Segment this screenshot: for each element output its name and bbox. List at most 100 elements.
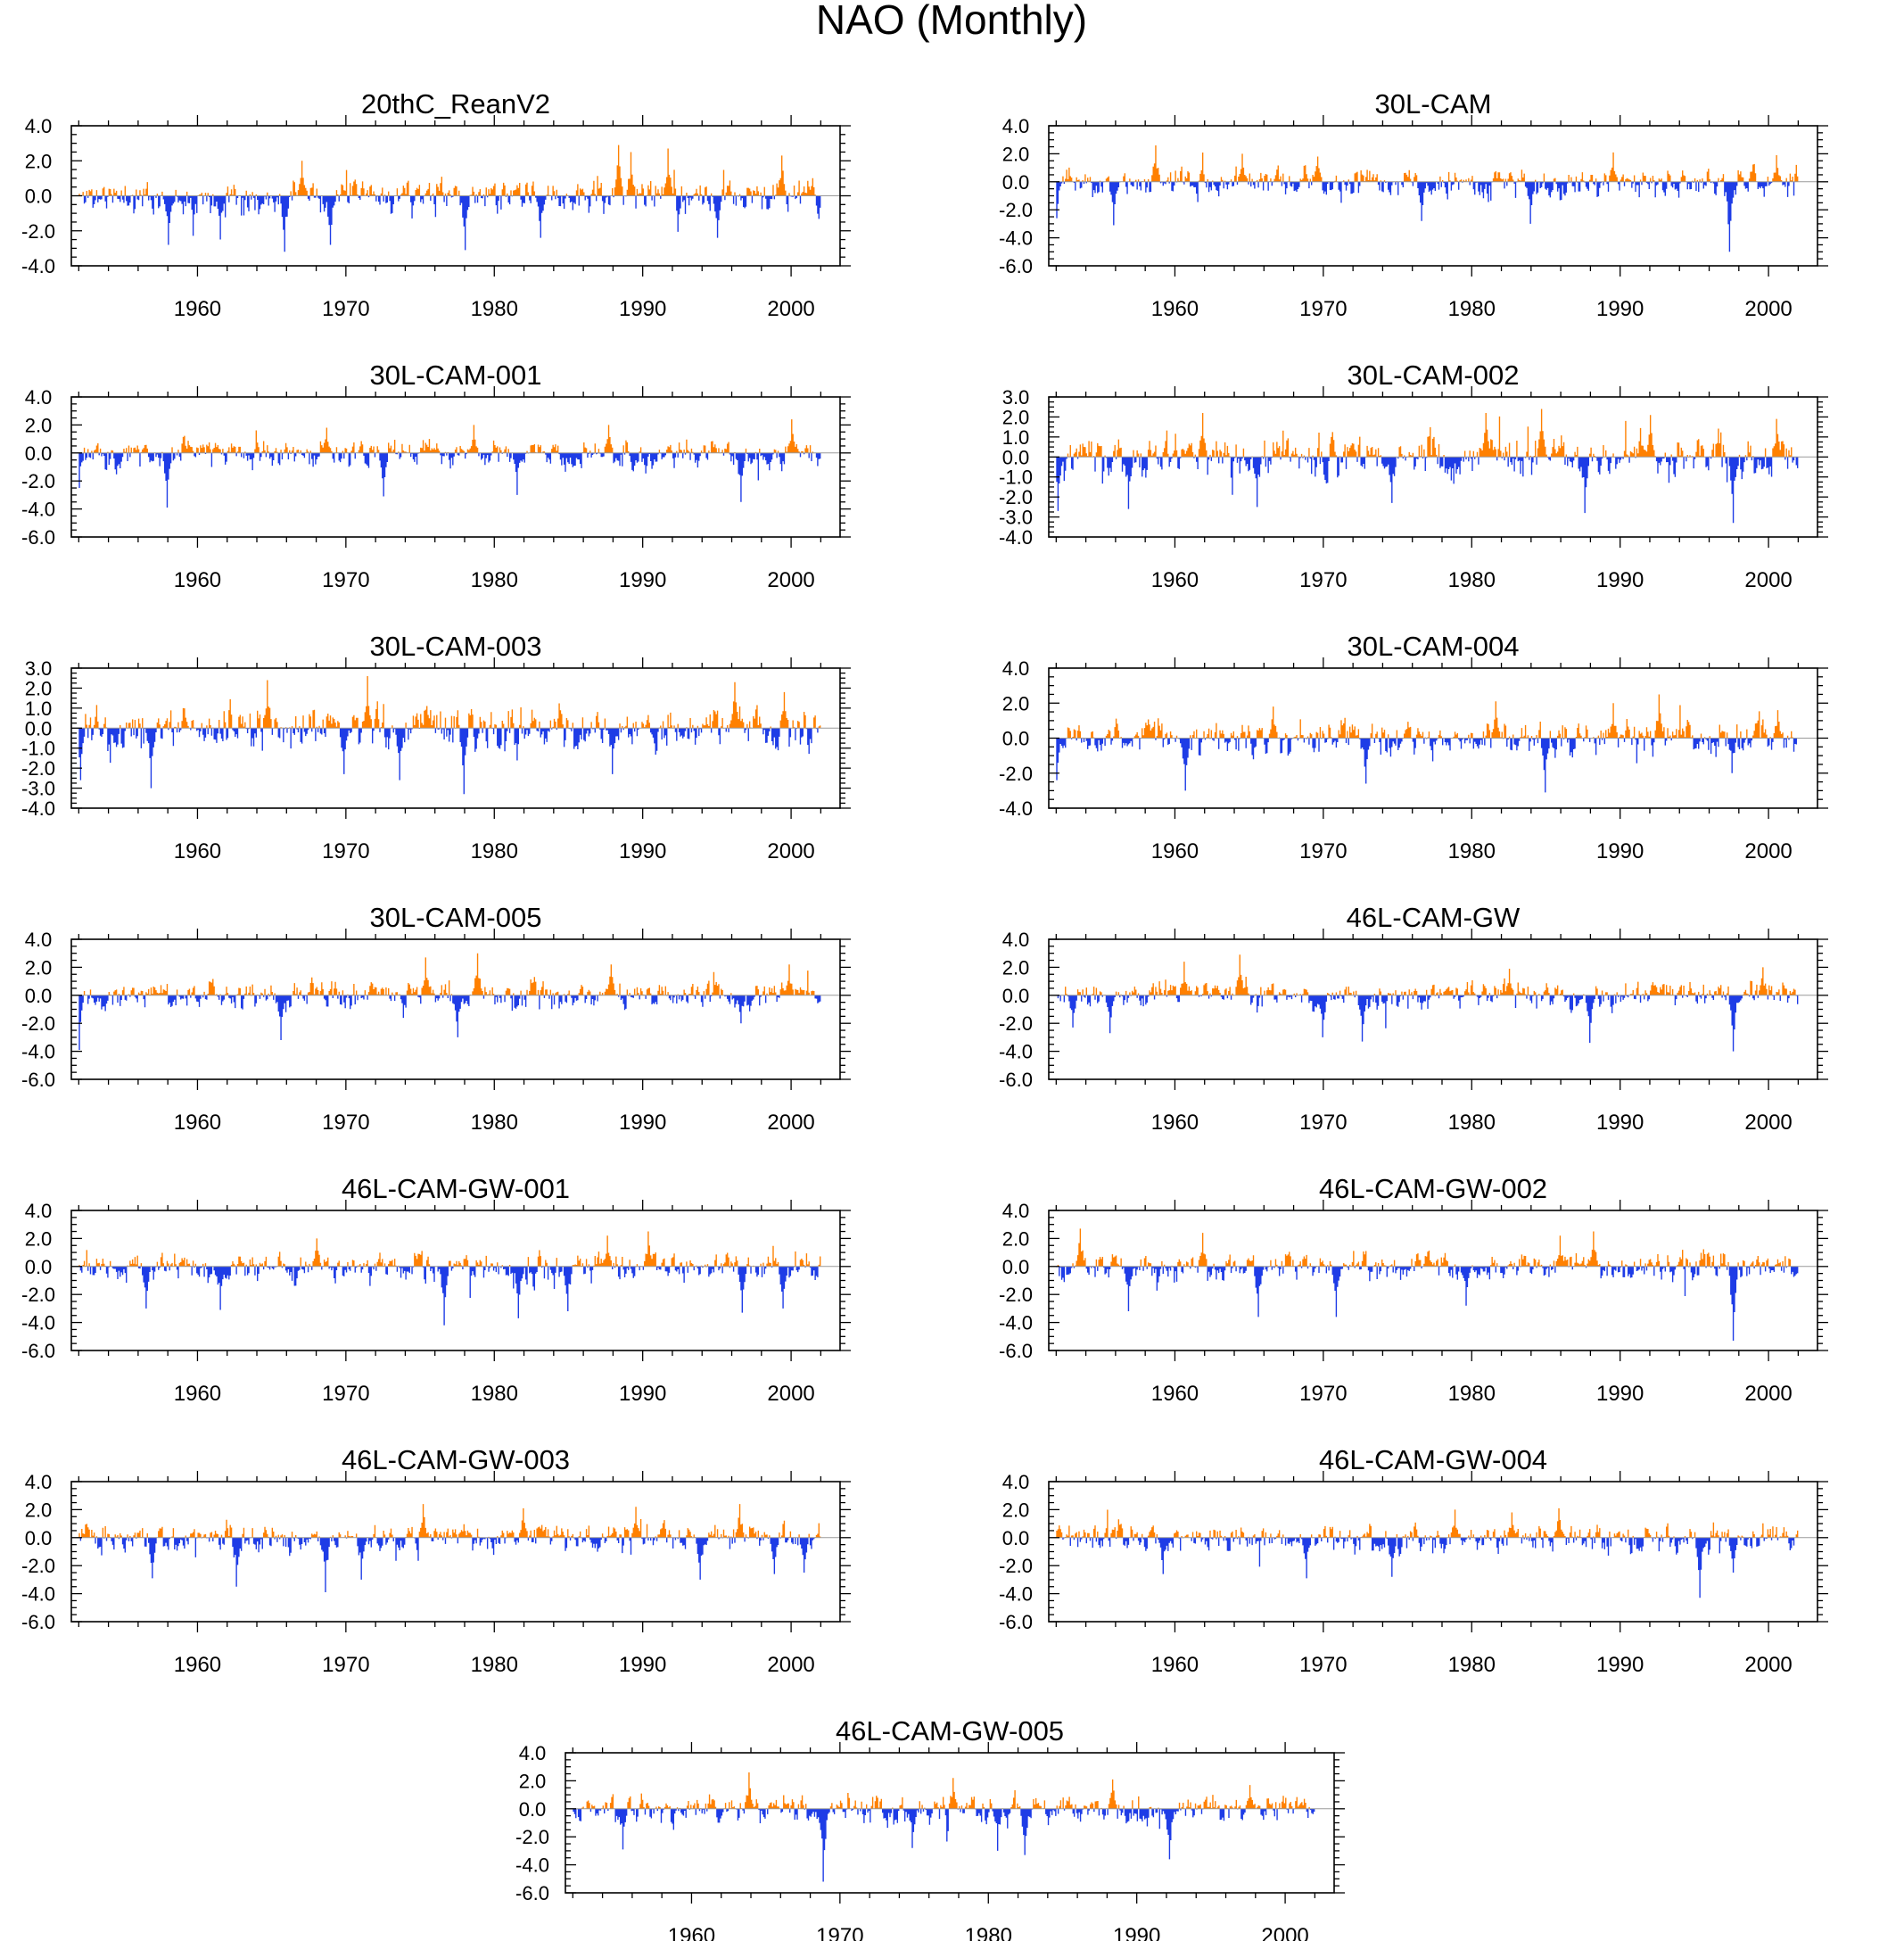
x-tick-label: 1990 [619, 839, 666, 863]
x-tick-label: 1980 [1448, 1653, 1496, 1677]
positive-bars [78, 1504, 821, 1538]
y-tick-label: -2.0 [999, 199, 1033, 221]
positive-bars [83, 419, 814, 453]
y-tick-label: -6.0 [999, 1340, 1033, 1362]
positive-bars [1062, 145, 1799, 182]
y-tick-label: -1.0 [21, 738, 55, 760]
x-tick-label: 2000 [1261, 1924, 1308, 1941]
y-tick-label: 2.0 [1002, 1499, 1030, 1521]
y-tick-label: 2.0 [1002, 692, 1030, 714]
panel-3: 30L-CAM-001 4.0 2.0 0.0 -2.0 -4.0 -6.0 1960 1970… [21, 359, 851, 592]
x-tick-label: 1990 [1596, 1382, 1644, 1406]
y-tick-label: 1.0 [25, 698, 53, 720]
panel-title: 46L-CAM-GW [1347, 902, 1521, 933]
x-tick-label: 1970 [816, 1924, 863, 1941]
y-tick-label: 0.0 [1002, 446, 1030, 468]
y-tick-label: 4.0 [25, 929, 53, 951]
x-tick-label: 1960 [1151, 1653, 1199, 1677]
x-tick-label: 2000 [767, 1111, 814, 1135]
y-tick-label: 0.0 [25, 442, 53, 465]
panel-6: 30L-CAM-004 4.0 2.0 0.0 -2.0 -4.0 1960 1970 1980… [999, 631, 1828, 863]
y-tick-label: -4.0 [21, 1312, 55, 1334]
x-tick-label: 1990 [619, 1382, 666, 1406]
y-tick-label: 2.0 [519, 1770, 547, 1792]
x-tick-label: 1980 [471, 297, 518, 321]
panels: 20thC_ReanV2 4.0 2.0 0.0 -2.0 -4.0 1960 1970 198… [21, 88, 1828, 1941]
x-tick-label: 1980 [1448, 1382, 1496, 1406]
x-tick-label: 1960 [174, 1111, 221, 1135]
x-tick-label: 2000 [1744, 1111, 1792, 1135]
x-tick-label: 1980 [471, 1111, 518, 1135]
panel-11: 46L-CAM-GW-003 4.0 2.0 0.0 -2.0 -4.0 -6.0 1960 1… [21, 1444, 851, 1677]
x-tick-label: 1960 [174, 568, 221, 592]
y-tick-label: -6.0 [999, 1069, 1033, 1091]
y-tick-label: 4.0 [519, 1742, 547, 1764]
y-tick-label: -4.0 [999, 1041, 1033, 1063]
x-tick-label: 1970 [322, 839, 369, 863]
y-tick-label: -6.0 [21, 1069, 55, 1091]
y-tick-label: -3.0 [21, 778, 55, 800]
y-tick-label: 4.0 [1002, 929, 1030, 951]
x-tick-label: 1960 [1151, 1111, 1199, 1135]
x-tick-label: 2000 [1744, 1382, 1792, 1406]
y-tick-label: 2.0 [25, 1227, 53, 1250]
x-tick-label: 1960 [174, 839, 221, 863]
x-tick-label: 1970 [322, 1653, 369, 1677]
y-tick-label: 2.0 [25, 956, 53, 979]
plot-frame [70, 667, 841, 809]
x-tick-label: 2000 [767, 1653, 814, 1677]
panel-title: 46L-CAM-GW-002 [1319, 1173, 1547, 1204]
negative-bars [1056, 1266, 1799, 1342]
negative-bars [1056, 457, 1799, 524]
negative-bars [1056, 738, 1797, 793]
panel-5: 30L-CAM-003 3.02.01.00.0-1.0-2.0-3.0-4.0 1… [21, 631, 851, 863]
positive-bars [83, 953, 815, 995]
y-tick-label: 4.0 [1002, 1471, 1030, 1493]
x-tick-label: 1970 [1299, 297, 1347, 321]
y-tick-label: -4.0 [999, 1312, 1033, 1334]
y-tick-label: -4.0 [999, 797, 1033, 820]
positive-bars [1067, 409, 1793, 458]
y-tick-label: 3.0 [1002, 386, 1030, 409]
x-tick-label: 1970 [1299, 568, 1347, 592]
x-tick-label: 1970 [322, 568, 369, 592]
panel-10: 46L-CAM-GW-002 4.0 2.0 0.0 -2.0 -4.0 -6.0 1960 1… [999, 1173, 1828, 1406]
y-tick-label: -2.0 [999, 1284, 1033, 1306]
y-tick-label: 4.0 [1002, 1200, 1030, 1222]
y-tick-label: 4.0 [1002, 657, 1030, 680]
positive-bars [1056, 1507, 1799, 1538]
panel-8: 46L-CAM-GW 4.0 2.0 0.0 -2.0 -4.0 -6.0 1960 1970 1… [999, 902, 1828, 1135]
x-tick-label: 1990 [1596, 297, 1644, 321]
x-tick-label: 1960 [1151, 839, 1199, 863]
plot-frame [565, 1752, 1335, 1894]
y-tick-label: -2.0 [999, 1555, 1033, 1577]
panel-title: 30L-CAM [1375, 88, 1492, 120]
negative-bars [83, 195, 821, 252]
positive-bars [1057, 1228, 1792, 1267]
y-tick-label: -4.0 [21, 255, 55, 277]
plot-frame [1048, 396, 1818, 538]
plot-frame [70, 396, 841, 538]
panel-title: 30L-CAM-005 [370, 902, 542, 933]
x-tick-label: 1960 [668, 1924, 715, 1941]
y-tick-label: -4.0 [21, 499, 55, 521]
x-tick-label: 1970 [1299, 1653, 1347, 1677]
y-tick-label: -6.0 [999, 255, 1033, 277]
panel-title: 46L-CAM-GW-001 [342, 1173, 570, 1204]
x-tick-label: 1970 [1299, 1111, 1347, 1135]
x-tick-label: 1990 [619, 297, 666, 321]
y-tick-label: 2.0 [1002, 406, 1030, 428]
y-tick-label: 4.0 [25, 1200, 53, 1222]
x-tick-label: 1990 [619, 568, 666, 592]
y-tick-label: -6.0 [21, 526, 55, 549]
x-tick-label: 1990 [1596, 1653, 1644, 1677]
negative-bars [78, 452, 821, 508]
y-tick-label: 4.0 [1002, 115, 1030, 137]
panel-title: 20thC_ReanV2 [361, 88, 550, 120]
y-tick-label: -6.0 [999, 1611, 1033, 1633]
negative-bars [78, 995, 821, 1051]
positive-bars [581, 1772, 1310, 1809]
y-tick-label: 2.0 [25, 1499, 53, 1521]
y-tick-label: 4.0 [25, 386, 53, 409]
y-tick-label: 0.0 [25, 1256, 53, 1278]
